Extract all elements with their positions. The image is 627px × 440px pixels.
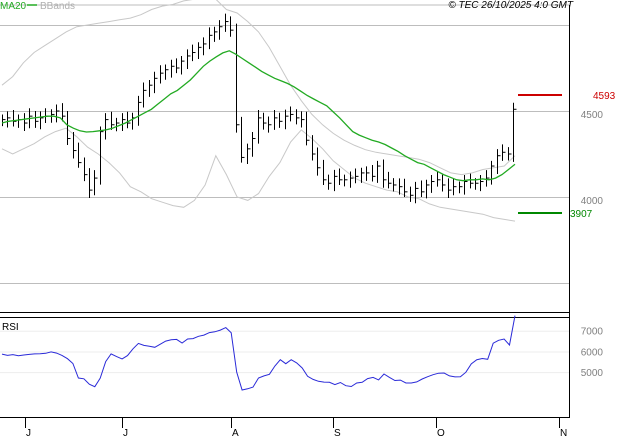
support-level-label: 3907 xyxy=(570,209,593,220)
legend-bbands: BBands xyxy=(40,1,75,12)
price-tick-label: 4000 xyxy=(581,196,604,207)
legend-ma20: MA20 xyxy=(0,1,27,12)
rsi-tick-label: 6000 xyxy=(581,347,604,358)
copyright-text: © TEC 26/10/2025 4:0 GMT xyxy=(448,0,574,11)
x-axis-month-label: N xyxy=(560,428,567,439)
price-gridlines xyxy=(0,25,569,284)
bbands-upper-line xyxy=(1,0,516,176)
rsi-tick-label: 7000 xyxy=(581,327,604,338)
x-axis-month-label: S xyxy=(334,428,341,439)
x-axis-month-label: A xyxy=(232,428,239,439)
bbands-lower-line xyxy=(1,127,516,222)
x-axis-month-label: J xyxy=(26,428,31,439)
x-axis-month-label: O xyxy=(437,428,445,439)
rsi-line xyxy=(1,315,516,391)
ma20-line xyxy=(1,50,516,182)
price-tick-label: 4500 xyxy=(581,110,604,121)
rsi-gridlines xyxy=(0,330,569,374)
price-panel-frame xyxy=(0,4,570,418)
rsi-tick-label: 5000 xyxy=(581,368,604,379)
series-layer xyxy=(1,0,562,391)
resistance-level-label: 4593 xyxy=(593,91,616,102)
x-axis-month-label: J xyxy=(123,428,128,439)
rsi-panel-label: RSI xyxy=(2,322,19,333)
labels-layer: 4000 4500 5000 6000 7000 4593 3907 J J A S O N xyxy=(25,91,616,439)
